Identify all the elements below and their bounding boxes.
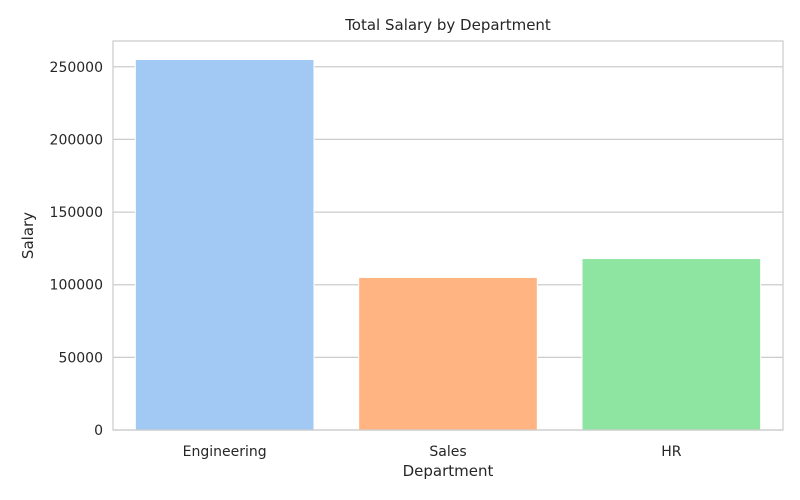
y-tick-label: 100000: [50, 278, 103, 294]
chart-title: Total Salary by Department: [344, 16, 551, 34]
y-tick-label: 0: [94, 423, 103, 439]
x-tick-label: HR: [661, 444, 682, 460]
x-axis-label: Department: [403, 462, 494, 480]
bars: [134, 59, 762, 431]
y-tick-label: 50000: [58, 350, 103, 366]
y-tick-label: 150000: [50, 205, 103, 221]
x-tick-label: Engineering: [183, 444, 267, 460]
bar-sales: [358, 276, 538, 431]
x-tick-labels: Engineering Sales HR: [183, 444, 682, 460]
bar-hr: [581, 258, 762, 431]
bar-engineering: [134, 59, 315, 431]
y-axis-label: Salary: [19, 212, 37, 259]
x-tick-label: Sales: [429, 444, 466, 460]
y-tick-labels: 0 50000 100000 150000 200000 250000: [50, 60, 103, 439]
y-tick-label: 250000: [50, 60, 103, 76]
plot-frame: [112, 40, 784, 431]
y-tick-label: 200000: [50, 132, 103, 148]
